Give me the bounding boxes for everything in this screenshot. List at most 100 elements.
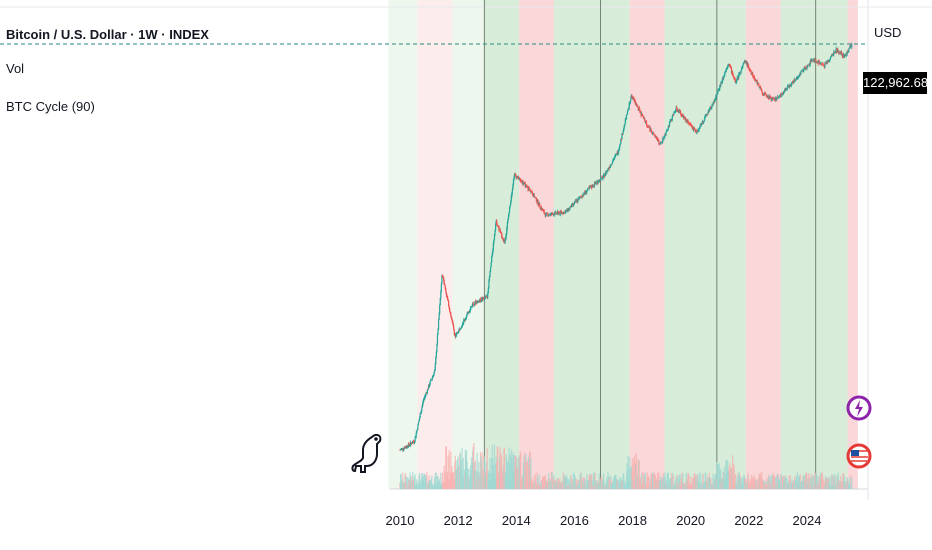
- candle-body: [586, 191, 588, 193]
- candle-body: [559, 211, 562, 214]
- candle-body: [654, 134, 656, 137]
- candle-body: [412, 441, 414, 444]
- candle-body: [663, 137, 665, 139]
- candle-body: [789, 84, 791, 87]
- volume-bar: [538, 474, 540, 489]
- candle-body: [688, 123, 690, 125]
- candle-body: [508, 206, 511, 213]
- candle-body: [514, 173, 516, 175]
- volume-bar: [572, 472, 574, 489]
- candle-body: [805, 67, 807, 68]
- volume-bar: [847, 481, 849, 489]
- candle-body: [450, 316, 453, 319]
- volume-bar: [575, 478, 577, 489]
- candle-body: [659, 143, 662, 144]
- candle-body: [721, 77, 724, 82]
- candle-body: [498, 226, 500, 230]
- btc-cycle-indicator-label[interactable]: BTC Cycle (90): [6, 99, 95, 114]
- candle-body: [795, 78, 797, 80]
- candle-body: [716, 94, 718, 96]
- candle-body: [806, 66, 808, 69]
- volume-bar: [782, 476, 784, 489]
- candle-body: [633, 97, 635, 99]
- candle-body: [823, 64, 825, 67]
- candle-body: [723, 74, 725, 77]
- candle-body: [669, 120, 672, 122]
- candle-body: [729, 64, 731, 66]
- candle-body: [460, 326, 463, 328]
- candle-body: [779, 95, 781, 97]
- candle-body: [666, 130, 668, 131]
- time-axis-tick-label: 2014: [501, 513, 531, 528]
- candle-body: [438, 313, 440, 320]
- cycle-zone-bear: [417, 0, 453, 489]
- cycle-zone-bull: [388, 0, 418, 489]
- candle-body: [629, 100, 631, 103]
- candle-body: [416, 429, 418, 431]
- volume-bar: [507, 461, 509, 489]
- candle-body: [454, 333, 456, 335]
- candle-body: [808, 63, 810, 66]
- candle-body: [841, 52, 843, 54]
- volume-indicator-label[interactable]: Vol: [6, 61, 25, 76]
- candle-body: [612, 159, 615, 161]
- candle-body: [581, 196, 583, 198]
- candle-body: [543, 211, 545, 214]
- candle-body: [450, 313, 452, 317]
- candle-body: [664, 134, 667, 135]
- candle-body: [607, 168, 610, 170]
- candle-body: [506, 223, 508, 229]
- candle-body: [595, 183, 597, 184]
- candle-body: [440, 284, 442, 292]
- candle-body: [465, 317, 467, 319]
- candle-body: [697, 130, 699, 132]
- candle-body: [587, 188, 589, 191]
- candle-body: [462, 323, 464, 326]
- chart-symbol-title[interactable]: Bitcoin / U.S. Dollar · 1W · INDEX: [6, 27, 209, 42]
- candle-body: [710, 107, 712, 109]
- candle-body: [752, 73, 754, 77]
- candle-body: [673, 112, 675, 115]
- candle-body: [401, 448, 403, 450]
- volume-bar: [796, 472, 799, 489]
- candle-body: [771, 97, 773, 100]
- candle-body: [656, 137, 658, 138]
- candle-body: [687, 122, 690, 124]
- candle-body: [748, 68, 751, 71]
- volume-bar: [751, 474, 753, 489]
- volume-bar: [594, 473, 596, 489]
- time-axis-tick-label: 2020: [676, 513, 706, 528]
- volume-bar: [476, 452, 478, 489]
- candle-body: [666, 130, 668, 132]
- candle-body: [434, 370, 436, 373]
- candle-body: [497, 225, 499, 227]
- candle-body: [535, 197, 538, 202]
- candle-body: [612, 160, 614, 162]
- candle-body: [663, 136, 666, 138]
- candle-body: [786, 88, 788, 89]
- candle-body: [419, 414, 421, 418]
- candle-body: [507, 219, 509, 224]
- candle-body: [738, 74, 740, 78]
- candle-body: [547, 214, 549, 217]
- candle-body: [495, 224, 497, 231]
- candle-body: [701, 123, 703, 125]
- candle-body: [539, 203, 541, 207]
- candle-body: [818, 61, 820, 63]
- price-axis-currency[interactable]: USD: [874, 25, 902, 40]
- candle-body: [661, 142, 663, 144]
- candle-body: [791, 81, 793, 84]
- candle-body: [649, 126, 651, 131]
- candle-body: [673, 112, 676, 114]
- candle-body: [468, 312, 470, 314]
- time-axis-tick-label: 2018: [618, 513, 648, 528]
- candle-body: [724, 70, 726, 73]
- volume-bar: [667, 472, 669, 489]
- volume-bar: [672, 476, 674, 489]
- candle-body: [410, 442, 412, 443]
- candle-body: [548, 215, 550, 217]
- candle-body: [415, 436, 417, 438]
- candle-body: [609, 167, 611, 169]
- candle-body: [762, 93, 764, 95]
